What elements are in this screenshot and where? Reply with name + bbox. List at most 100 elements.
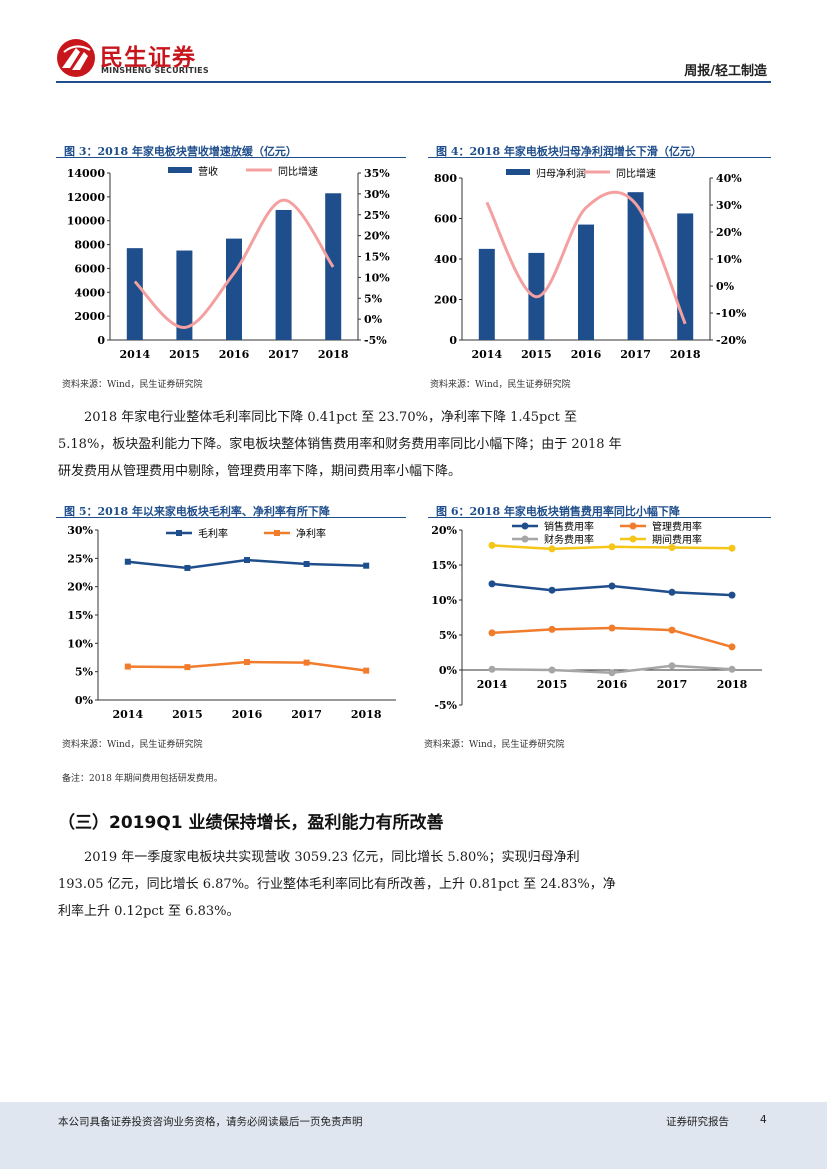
fig6-y-tick-label: 15% <box>431 559 457 572</box>
fig6-category-label: 2014 <box>477 678 508 691</box>
fig6-category-label: 2018 <box>717 678 748 691</box>
figure-6-chart: -5% 0% 5% 10% 15% 20% 2014 2015 2016 2017 2018 销售费用… <box>431 520 762 712</box>
fig6-data-point <box>668 626 676 634</box>
fig5-data-point <box>244 659 250 666</box>
fig6-data-point <box>608 624 616 632</box>
fig3-right-tick-label: 15% <box>364 251 390 264</box>
fig5-y-tick-label: 10% <box>67 637 93 650</box>
fig6-data-point <box>548 586 556 594</box>
fig6-data-point <box>488 665 496 673</box>
fig5-legend-marker <box>176 530 182 536</box>
section-3-heading: （三）2019Q1 业绩保持增长，盈利能力有所改善 <box>58 813 444 833</box>
page-number: 4 <box>760 1114 767 1126</box>
fig6-data-point <box>728 591 736 599</box>
fig6-legend-marker <box>521 522 529 530</box>
fig3-right-tick-label: 25% <box>364 209 390 222</box>
figure-6-rule <box>428 517 771 518</box>
fig6-legend-label: 财务费用率 <box>544 533 594 546</box>
fig3-category-label: 2017 <box>268 348 299 361</box>
fig4-right-tick-label: 20% <box>716 226 742 239</box>
fig6-legend-marker <box>629 522 637 530</box>
fig4-legend-bar-swatch <box>506 169 530 175</box>
fig5-category-label: 2014 <box>112 708 143 721</box>
fig3-legend-bar-swatch <box>168 167 192 173</box>
figure-4-source: 资料来源：Wind，民生证券研究院 <box>430 380 571 390</box>
fig6-legend-marker <box>629 535 637 543</box>
fig6-data-point <box>608 543 616 551</box>
fig6-y-tick-label: -5% <box>434 699 457 712</box>
minsheng-logo-icon <box>57 39 95 77</box>
fig6-data-point <box>548 625 556 633</box>
figure-5-rule <box>56 517 406 518</box>
fig5-category-label: 2018 <box>351 708 382 721</box>
paragraph-q1-results: 2019 年一季度家电板块共实现营收 3059.23 亿元，同比增长 5.80%… <box>58 850 616 919</box>
fig6-data-point <box>728 544 736 552</box>
fig6-legend-label: 期间费用率 <box>652 533 702 546</box>
fig5-data-point <box>184 664 191 671</box>
fig4-left-tick-label: 0 <box>449 334 457 347</box>
expense-note: 备注：2018 年期间费用包括研发费用。 <box>62 774 223 784</box>
fig4-right-tick-label: -20% <box>716 334 747 347</box>
fig4-left-tick-label: 800 <box>434 172 457 185</box>
figure-4-chart: 0 200 400 600 800 -20% -10% 0% 10% 20% 30% 40% 2014 2… <box>434 167 747 361</box>
figure-5-source: 资料来源：Wind，民生证券研究院 <box>62 740 203 750</box>
fig6-legend-marker <box>521 535 529 543</box>
fig5-data-point <box>363 667 370 674</box>
figure-5-title: 图 5：2018 年以来家电板块毛利率、净利率有所下降 <box>64 505 330 518</box>
fig6-data-point <box>548 666 556 674</box>
fig3-right-tick-label: 20% <box>364 230 390 243</box>
fig3-left-tick-label: 6000 <box>74 262 105 275</box>
figure-3-rule <box>56 157 406 158</box>
fig6-data-point <box>608 669 616 677</box>
fig5-legend-label: 毛利率 <box>198 527 228 540</box>
fig4-category-label: 2015 <box>521 348 552 361</box>
fig5-y-tick-label: 25% <box>67 552 93 565</box>
fig3-right-tick-label: 10% <box>364 271 390 284</box>
fig5-category-label: 2015 <box>172 708 203 721</box>
fig6-legend-label: 销售费用率 <box>544 520 594 533</box>
fig3-bar <box>176 250 193 340</box>
fig3-bar <box>226 238 242 340</box>
fig3-right-tick-label: 35% <box>364 167 390 180</box>
fig5-data-point <box>184 564 191 571</box>
fig4-legend-bar-label: 归母净利润 <box>536 167 586 180</box>
fig6-data-point <box>548 545 556 553</box>
fig3-left-tick-label: 0 <box>97 334 105 347</box>
fig3-bar <box>275 209 292 340</box>
paragraph-margin-analysis: 2018 年家电行业整体毛利率同比下降 0.41pct 至 23.70%，净利率… <box>58 410 622 479</box>
fig4-category-label: 2014 <box>471 348 502 361</box>
fig6-data-point <box>488 580 496 588</box>
fig5-legend-marker <box>274 530 280 536</box>
fig6-category-label: 2017 <box>657 678 688 691</box>
fig4-legend-line-label: 同比增速 <box>616 167 656 180</box>
fig4-right-tick-label: 40% <box>716 172 742 185</box>
fig5-data-point <box>124 663 131 670</box>
figure-6-source: 资料来源：Wind，民生证券研究院 <box>424 740 565 750</box>
fig3-left-tick-label: 12000 <box>67 191 106 204</box>
fig3-right-tick-label: 0% <box>364 313 383 326</box>
fig5-data-point <box>303 561 310 567</box>
figure-4-title: 图 4：2018 年家电板块归母净利润增长下滑（亿元） <box>436 145 702 158</box>
figure-3-chart: 0 2000 4000 6000 8000 10000 12000 14000 -5% 0% 5% 1… <box>67 165 391 361</box>
fig4-category-label: 2016 <box>571 348 602 361</box>
fig3-right-tick-label: 5% <box>364 292 383 305</box>
fig5-legend-label: 净利率 <box>296 527 326 540</box>
fig6-y-tick-label: 20% <box>431 524 457 537</box>
fig6-data-point <box>728 665 736 673</box>
fig6-y-tick-label: 5% <box>439 629 458 642</box>
fig5-y-tick-label: 30% <box>67 524 93 537</box>
fig4-left-tick-label: 200 <box>434 294 457 307</box>
fig4-right-tick-label: 30% <box>716 199 742 212</box>
fig4-left-tick-label: 400 <box>434 253 457 266</box>
fig6-data-point <box>608 582 616 590</box>
figure-5-chart: 0% 5% 10% 15% 20% 25% 30% 2014 2015 2016 2017 2018 毛… <box>67 524 396 721</box>
fig3-left-tick-label: 4000 <box>74 286 105 299</box>
fig6-data-point <box>488 629 496 637</box>
fig6-legend-label: 管理费用率 <box>652 520 702 533</box>
fig3-legend-bar-label: 营收 <box>198 165 218 178</box>
fig3-right-tick-label: 30% <box>364 188 390 201</box>
footer-disclaimer: 本公司具备证券投资咨询业务资格，请务必阅读最后一页免责声明 <box>58 1116 363 1128</box>
fig6-data-point <box>668 662 676 670</box>
fig4-right-tick-label: -10% <box>716 307 747 320</box>
fig3-left-tick-label: 14000 <box>67 167 106 180</box>
